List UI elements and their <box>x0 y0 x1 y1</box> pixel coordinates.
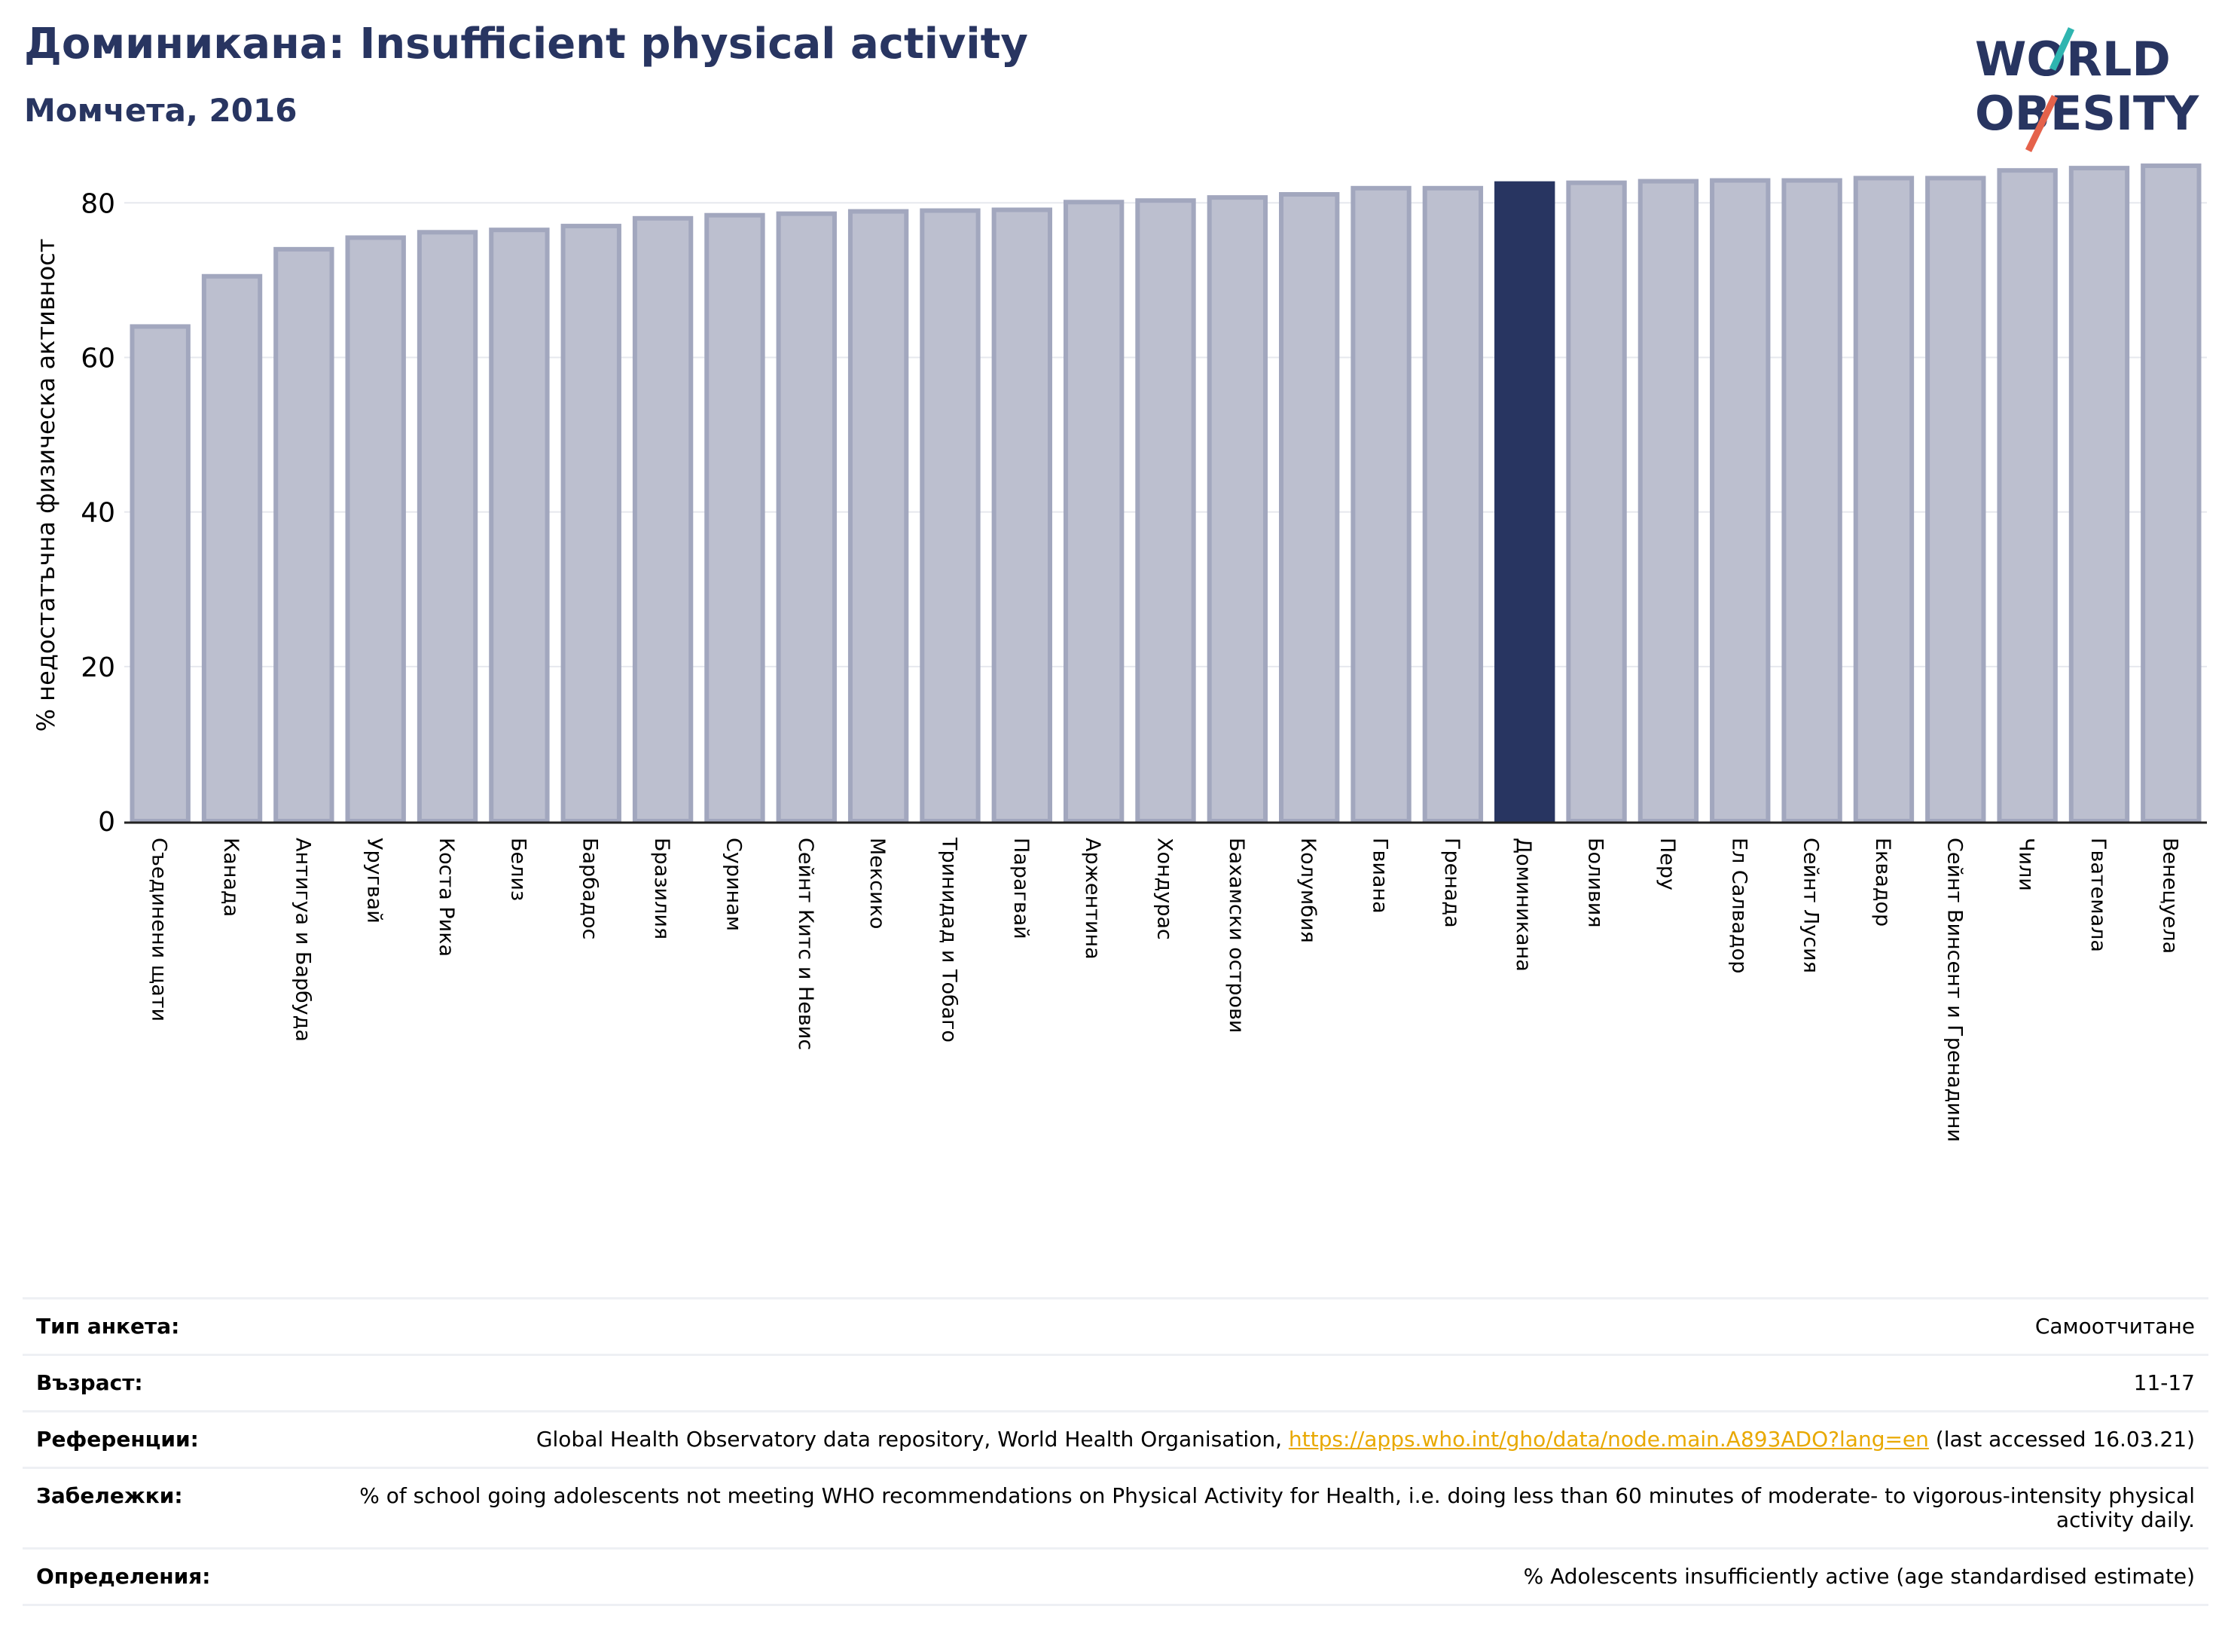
meta-row: Възраст: 11-17 <box>23 1354 2208 1412</box>
bar <box>1063 200 1125 823</box>
meta-key: Референции: <box>23 1410 321 1469</box>
bar-chart: 0 20 40 60 80 Съединени щати Канада Антигуа и … <box>32 163 2207 1142</box>
x-tick-label: Венецуела <box>2158 838 2181 954</box>
x-tick-label: Мексико <box>865 838 889 929</box>
bar <box>345 235 406 824</box>
x-tick-label: Коста Рика <box>435 838 458 957</box>
bar <box>704 212 765 823</box>
y-tick-label: 60 <box>81 343 115 374</box>
bar <box>1997 168 2058 824</box>
x-tick-label: Ел Салвадор <box>1727 838 1750 973</box>
bar <box>632 215 694 823</box>
bar <box>1351 185 1412 823</box>
x-tick-label: Гвиана <box>1369 838 1392 914</box>
y-axis-label: % недостатъчна физическа активност <box>32 239 60 732</box>
meta-row: Определения:% Adolescents insufficiently… <box>23 1547 2208 1606</box>
bar <box>1710 178 1771 824</box>
x-tick-label: Чили <box>2015 838 2038 891</box>
y-tick-label: 80 <box>81 188 115 219</box>
x-tick-label: Барбадос <box>578 838 602 939</box>
x-tick-label: Гренада <box>1440 838 1463 928</box>
bar <box>1781 178 1842 824</box>
bar <box>560 224 621 823</box>
bar <box>489 227 550 823</box>
y-tick-label: 20 <box>81 652 115 683</box>
bar <box>2068 166 2130 824</box>
x-tick-label: Колумбия <box>1296 838 1320 943</box>
bar <box>1494 181 1555 824</box>
bar <box>1925 176 1986 823</box>
x-tick-label: Белиз <box>506 838 530 901</box>
bar <box>201 273 263 823</box>
x-tick-label: Гватемала <box>2086 838 2110 952</box>
meta-row: Тип анкета: Самоотчитане <box>23 1297 2208 1356</box>
bar <box>1637 179 1699 824</box>
x-tick-label: Доминикана <box>1512 838 1535 972</box>
logo-slash-red <box>2025 95 2059 152</box>
bar <box>991 207 1052 824</box>
meta-value: Global Health Observatory data repositor… <box>321 1410 2208 1469</box>
meta-key: Тип анкета: <box>23 1297 321 1356</box>
meta-value: % of school going adolescents not meetin… <box>321 1467 2208 1550</box>
bar <box>2141 163 2202 823</box>
x-tick-label: Сейнт Винсент и Гренадини <box>1943 838 1966 1142</box>
bar <box>1566 180 1627 824</box>
bar <box>776 211 837 823</box>
bar <box>1207 195 1268 824</box>
meta-row: Забележки:% of school going adolescents … <box>23 1467 2208 1550</box>
y-axis: 0 20 40 60 80 <box>81 188 115 838</box>
meta-value: Самоотчитане <box>321 1297 2208 1356</box>
x-tick-label: Уругвай <box>363 838 386 924</box>
chart-subtitle: Момчета, 2016 <box>24 92 298 129</box>
meta-row: Референции: Global Health Observatory dat… <box>23 1410 2208 1469</box>
meta-key: Определения: <box>23 1547 321 1606</box>
meta-key: Забележки: <box>23 1467 321 1550</box>
x-tick-label: Съединени щати <box>148 838 171 1021</box>
x-tick-label: Парагвай <box>1009 838 1033 939</box>
x-tick-label: Еквадор <box>1871 838 1894 927</box>
x-tick-label: Бразилия <box>650 838 673 939</box>
bar <box>847 209 909 824</box>
x-axis: Съединени щати Канада Антигуа и Барбуда Уру… <box>148 837 2182 1142</box>
x-tick-label: Боливия <box>1584 838 1607 928</box>
bar <box>417 230 478 823</box>
x-tick-label: Сейнт Китс и Невис <box>794 838 817 1050</box>
bar <box>1279 192 1340 823</box>
bar <box>920 208 981 824</box>
metadata-table: Тип анкета: Самоотчитане Възраст: 11-17 Рефе… <box>23 1297 2208 1606</box>
logo-line1: WORLD <box>1975 32 2171 87</box>
bar <box>1422 185 1484 823</box>
bars <box>130 163 2202 824</box>
meta-key: Възраст: <box>23 1354 321 1412</box>
x-tick-label: Антигуа и Барбуда <box>291 838 314 1042</box>
bar <box>273 246 334 823</box>
x-tick-label: Суринам <box>722 838 745 931</box>
chart-title: Доминикана: Insufficient physical activi… <box>24 20 1028 69</box>
reference-link[interactable]: https://apps.who.int/gho/data/node.main.… <box>1288 1427 1929 1452</box>
bar <box>1853 176 1915 823</box>
x-tick-label: Хондурас <box>1153 838 1177 940</box>
bar <box>130 324 191 823</box>
x-tick-label: Бахамски острови <box>1225 838 1248 1033</box>
x-tick-label: Канада <box>219 838 243 917</box>
world-obesity-logo: WORLD OBESITY <box>1975 27 2199 152</box>
x-tick-label: Сейнт Лусия <box>1799 838 1823 973</box>
logo-line2: OBESITY <box>1975 86 2199 141</box>
logo-slash-teal <box>2049 27 2075 71</box>
y-tick-label: 0 <box>98 807 115 838</box>
x-tick-label: Тринидад и Тобаго <box>937 837 960 1043</box>
meta-value: 11-17 <box>321 1354 2208 1412</box>
meta-value: % Adolescents insufficiently active (age… <box>321 1547 2208 1606</box>
bar <box>1135 198 1196 823</box>
x-tick-label: Аржентина <box>1081 838 1104 960</box>
y-tick-label: 40 <box>81 498 115 529</box>
x-tick-label: Перу <box>1656 838 1679 890</box>
